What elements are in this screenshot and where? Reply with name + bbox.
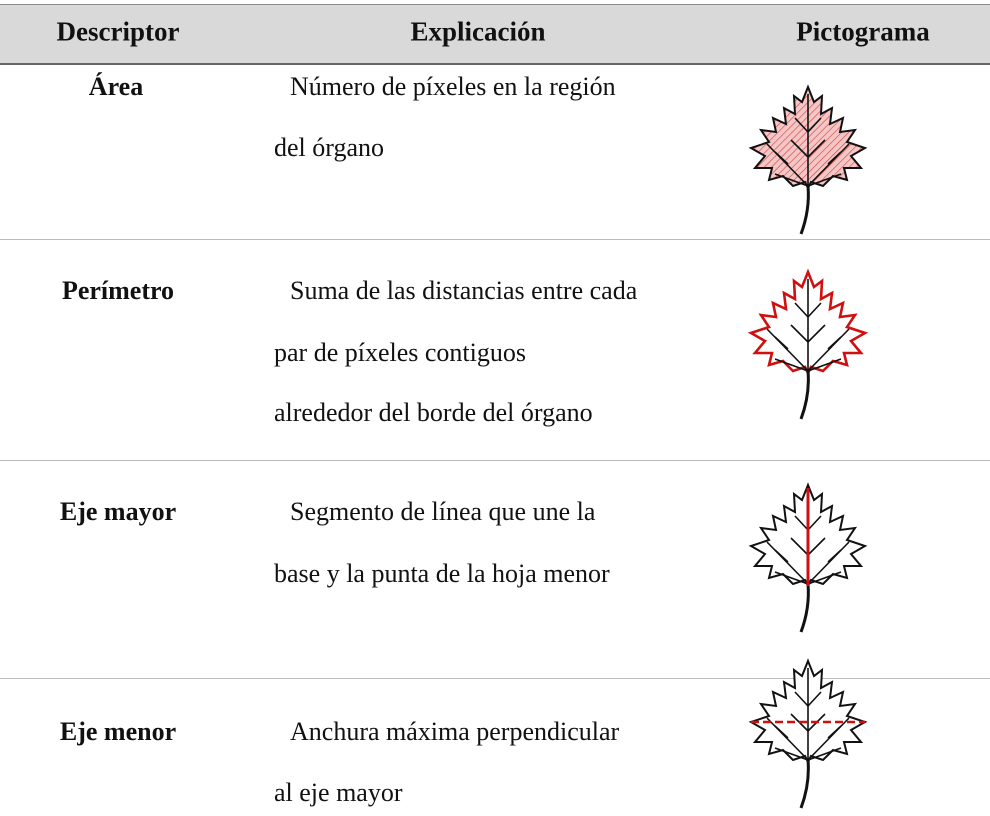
row-separator: [0, 460, 990, 461]
descriptor: Eje mayor: [59, 497, 177, 526]
pictogram-area: [750, 86, 866, 236]
explanation-line: Número de píxeles en la región: [290, 72, 616, 101]
explanation-line: par de píxeles contiguos: [274, 338, 526, 367]
row-separator: [0, 678, 990, 679]
pictogram-perimeter: [749, 270, 867, 421]
explanation-line: Segmento de línea que une la: [290, 497, 596, 526]
descriptor: Perímetro: [61, 276, 175, 305]
header-cell: Descriptor: [56, 16, 180, 47]
descriptor: Eje menor: [59, 717, 177, 746]
header-cell: Pictograma: [796, 16, 930, 47]
header-cell: Explicación: [410, 16, 546, 47]
explanation-line: Anchura máxima perpendicular: [290, 717, 620, 746]
explanation-line: alrededor del borde del órgano: [274, 398, 593, 427]
pictogram-minor-axis: [750, 660, 866, 810]
explanation-line: del órgano: [274, 133, 384, 162]
header-row: Descriptor Explicación Pictograma: [0, 4, 990, 65]
explanation-line: al eje mayor: [274, 778, 403, 807]
row-separator: [0, 239, 990, 240]
explanation-line: Suma de las distancias entre cada: [290, 276, 638, 305]
explanation-line: base y la punta de la hoja menor: [274, 559, 610, 588]
descriptor: Área: [88, 72, 144, 101]
pictogram-major-axis: [750, 484, 866, 634]
